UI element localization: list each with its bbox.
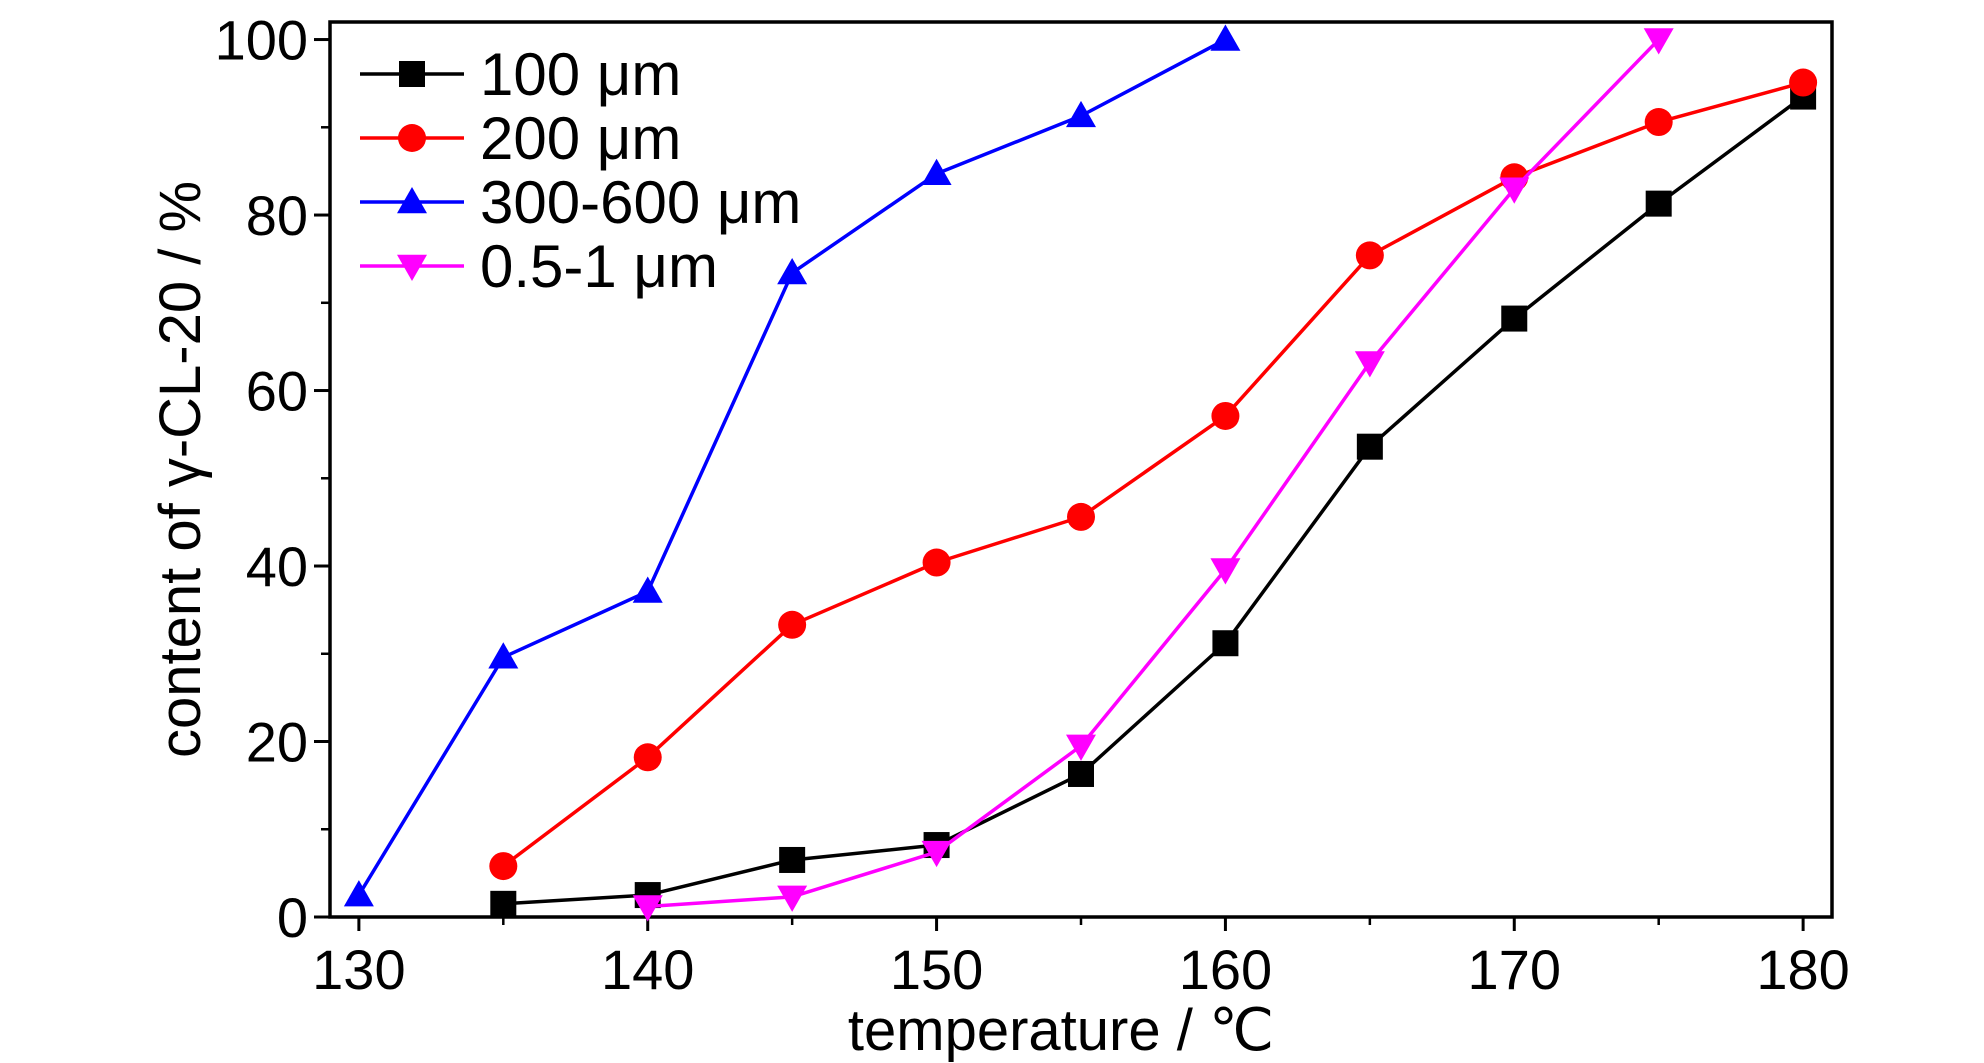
data-point	[1645, 190, 1672, 217]
data-point	[1212, 630, 1239, 657]
data-point	[1644, 108, 1673, 137]
legend-entry: 0.5-1 μm	[360, 233, 718, 300]
data-point	[1354, 351, 1385, 378]
x-tick-label: 150	[890, 938, 983, 1001]
data-point	[632, 576, 663, 603]
series-line	[647, 38, 1660, 909]
y-tick-label: 20	[246, 711, 308, 774]
series-line	[502, 80, 1804, 868]
legend-label: 0.5-1 μm	[480, 233, 718, 300]
legend-marker	[397, 187, 427, 214]
legend-marker	[397, 254, 427, 281]
data-point	[1068, 760, 1094, 787]
legend-entry: 100 μm	[360, 41, 681, 108]
legend-marker	[398, 124, 426, 152]
data-point	[921, 158, 952, 186]
data-point	[1789, 68, 1818, 97]
data-point	[1211, 401, 1240, 430]
data-point	[633, 743, 662, 772]
data-point	[1355, 241, 1384, 270]
data-point	[632, 895, 663, 922]
series-line	[503, 95, 1805, 906]
data-point	[1499, 177, 1530, 204]
legend-entry: 300-600 μm	[360, 169, 801, 236]
data-point	[777, 257, 808, 285]
data-point	[1356, 433, 1383, 460]
data-point	[778, 610, 807, 639]
x-tick-label: 130	[312, 938, 405, 1001]
x-axis-title: temperature / ℃	[848, 998, 1274, 1063]
data-point	[489, 852, 518, 881]
data-point	[1210, 558, 1241, 585]
data-point	[1643, 28, 1674, 55]
x-tick-label: 180	[1756, 938, 1849, 1001]
legend-label: 200 μm	[480, 105, 681, 172]
x-tick-label: 140	[601, 938, 694, 1001]
y-axis-title: content of γ-CL-20 / %	[148, 181, 213, 758]
y-tick-label: 0	[277, 886, 308, 949]
series-2	[343, 24, 1241, 907]
y-tick-label: 60	[246, 360, 308, 423]
data-point	[1210, 24, 1241, 51]
y-tick-label: 100	[215, 9, 308, 72]
y-tick-label: 40	[246, 535, 308, 598]
data-point	[1067, 502, 1095, 531]
data-point	[1066, 100, 1096, 128]
data-point	[490, 890, 517, 917]
legend-entry: 200 μm	[360, 105, 681, 172]
data-point	[777, 885, 808, 912]
x-tick-label: 170	[1468, 938, 1561, 1001]
legend-label: 100 μm	[480, 41, 681, 108]
data-point	[921, 840, 952, 868]
series-0	[490, 83, 1817, 917]
data-point	[1501, 305, 1528, 332]
series-3	[632, 28, 1674, 922]
legend-label: 300-600 μm	[480, 169, 801, 236]
data-point	[343, 880, 374, 907]
data-point	[779, 846, 806, 873]
data-point	[1066, 734, 1096, 761]
y-tick-label: 80	[246, 184, 308, 247]
data-point	[922, 548, 951, 577]
data-point	[488, 642, 519, 669]
x-tick-label: 160	[1179, 938, 1272, 1001]
legend-marker	[399, 61, 425, 87]
